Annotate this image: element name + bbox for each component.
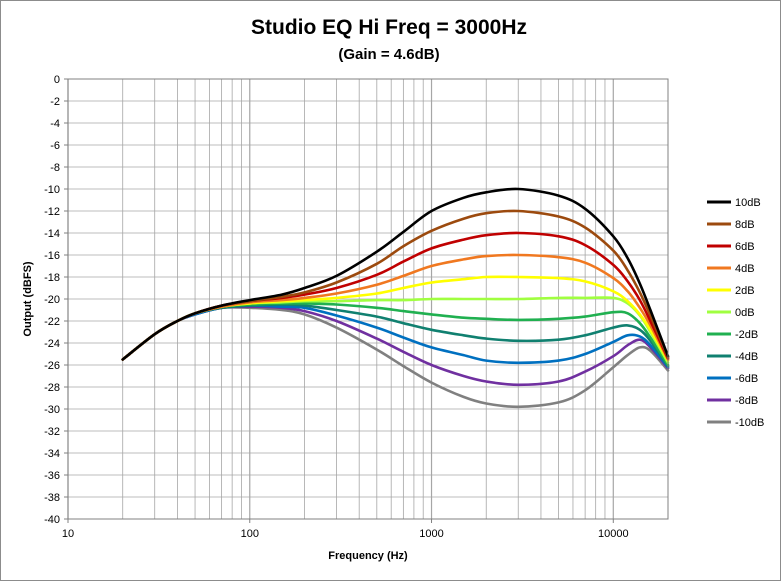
y-tick-label: 0 xyxy=(54,74,60,86)
y-tick-label: -24 xyxy=(44,338,60,350)
axis-ticks: 0 -2 -4 -6 -8 -10 -12 -14 -16 -18 -20 -22 -24 -26 -28 -… xyxy=(44,74,628,540)
legend: 10dB 8dB 6dB 4dB 2dB 0dB -2dB -4dB -6dB -8dB -10dB xyxy=(707,197,764,429)
y-tick-label: -14 xyxy=(44,228,60,240)
y-tick-label: -6 xyxy=(50,140,60,152)
y-tick-label: -34 xyxy=(44,448,60,460)
y-tick-label: -36 xyxy=(44,470,60,482)
legend-label: -2dB xyxy=(735,329,758,341)
legend-label: -4dB xyxy=(735,351,758,363)
y-tick-label: -40 xyxy=(44,514,60,526)
x-tick-label: 100 xyxy=(241,528,259,540)
legend-label: 6dB xyxy=(735,241,755,253)
x-tick-label: 1000 xyxy=(419,528,443,540)
y-tick-label: -2 xyxy=(50,96,60,108)
series-line--8db xyxy=(121,305,670,387)
x-tick-label: 10000 xyxy=(598,528,629,540)
y-tick-label: -26 xyxy=(44,360,60,372)
chart-subtitle: (Gain = 4.6dB) xyxy=(338,46,439,63)
legend-label: 0dB xyxy=(735,307,755,319)
y-tick-label: -22 xyxy=(44,316,60,328)
y-tick-label: -4 xyxy=(50,118,60,130)
series-line-4db xyxy=(121,253,670,361)
legend-label: 8dB xyxy=(735,219,755,231)
y-tick-label: -18 xyxy=(44,272,60,284)
legend-label: 4dB xyxy=(735,263,755,275)
legend-label: -8dB xyxy=(735,395,758,407)
legend-label: -6dB xyxy=(735,373,758,385)
legend-label: 10dB xyxy=(735,197,761,209)
y-tick-label: -32 xyxy=(44,426,60,438)
y-tick-label: -38 xyxy=(44,492,60,504)
y-tick-label: -28 xyxy=(44,382,60,394)
series-line--6db xyxy=(121,304,670,369)
chart-title: Studio EQ Hi Freq = 3000Hz xyxy=(251,16,527,39)
y-tick-label: -10 xyxy=(44,184,60,196)
legend-label: 2dB xyxy=(735,285,755,297)
x-axis-label: Frequency (Hz) xyxy=(328,550,408,562)
y-tick-label: -8 xyxy=(50,162,60,174)
series-line-10db xyxy=(121,187,670,361)
y-tick-label: -12 xyxy=(44,206,60,218)
legend-label: -10dB xyxy=(735,417,764,429)
y-tick-label: -16 xyxy=(44,250,60,262)
plot-border xyxy=(67,78,669,520)
y-tick-label: -20 xyxy=(44,294,60,306)
series-lines xyxy=(121,187,670,409)
y-tick-label: -30 xyxy=(44,404,60,416)
x-tick-label: 10 xyxy=(62,528,74,540)
y-axis-label: Output (dBFS) xyxy=(22,261,34,336)
